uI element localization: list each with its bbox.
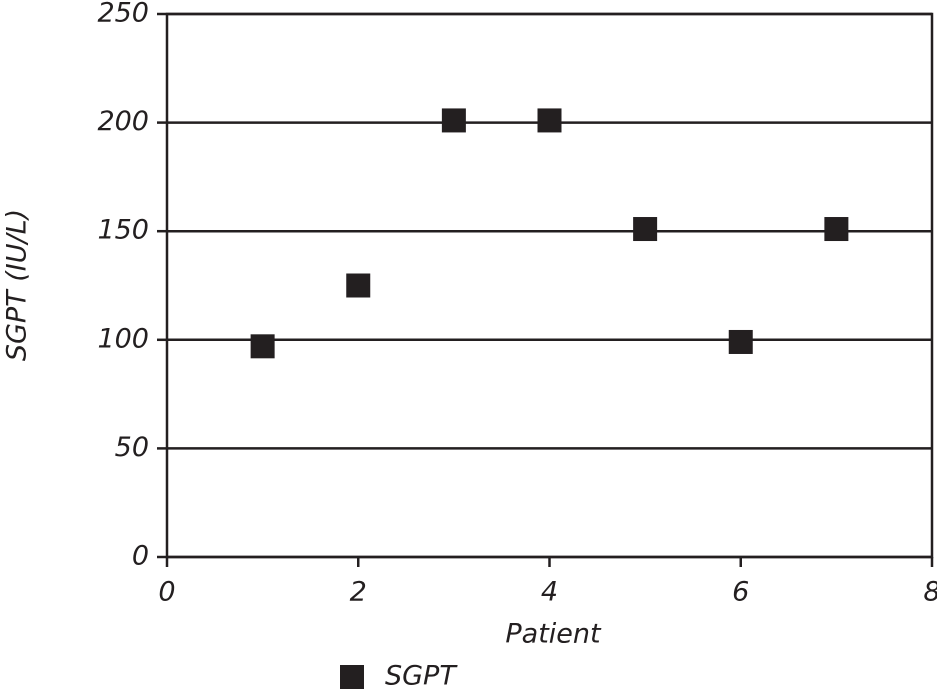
y-tick-label: 50: [115, 432, 149, 463]
y-tick-label: 0: [132, 541, 149, 572]
y-tick-label: 200: [97, 106, 149, 137]
y-tick-label: 250: [97, 0, 149, 29]
x-tick-label: 0: [158, 577, 175, 608]
x-tick-label: 6: [732, 577, 749, 608]
x-tick-label: 8: [923, 577, 937, 608]
point: [250, 334, 275, 359]
point: [633, 217, 658, 242]
x-tick-label: 2: [350, 577, 367, 608]
y-axis-label: SGPT (IU/L): [2, 209, 33, 361]
point: [537, 108, 562, 133]
x-axis-label: Patient: [505, 619, 602, 650]
legend-marker: [340, 665, 364, 689]
point: [728, 329, 753, 354]
y-tick-label: 100: [97, 323, 149, 354]
plot-frame: [165, 12, 934, 559]
point: [824, 217, 849, 242]
y-tick-label: 150: [97, 215, 149, 246]
point: [441, 108, 466, 133]
point: [346, 273, 371, 298]
legend-label: SGPT: [385, 661, 458, 690]
x-tick-label: 4: [541, 577, 558, 608]
